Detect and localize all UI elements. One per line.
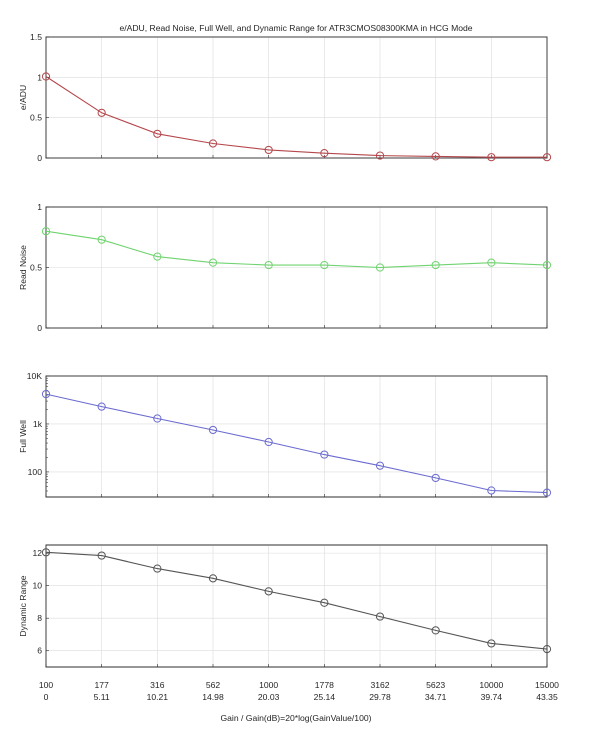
x-tick-label-gain-db: 29.78: [369, 692, 391, 702]
panel-4: 6 8 10 12 Dynamic Range: [18, 544, 552, 668]
data-point: [431, 260, 440, 270]
data-point: [153, 414, 162, 423]
data-point: [153, 129, 162, 138]
chart-title: e/ADU, Read Noise, Full Well, and Dynami…: [119, 23, 472, 33]
data-point: [320, 260, 329, 270]
x-tick-label-gain: 1778: [315, 680, 334, 690]
x-tick-label-gain: 177: [94, 680, 109, 690]
plot-frame: [45, 36, 548, 159]
x-tick-label-gain-db: 39.74: [481, 692, 503, 702]
data-point: [264, 260, 273, 270]
data-point: [153, 252, 162, 261]
data-point: [208, 574, 218, 583]
data-point: [542, 645, 552, 654]
data-point: [487, 153, 496, 162]
x-tick-label-gain-db: 25.14: [314, 692, 336, 702]
x-tick-label-gain: 15000: [535, 680, 559, 690]
data-point: [97, 551, 106, 560]
y-tick-label: 6: [37, 646, 42, 656]
panels-group: 0 0.5 1 1.5 e/ADU 0 0.5 1 Read Noise 100 1k 10K Full…: [18, 32, 552, 668]
panel-1: 0 0.5 1 1.5 e/ADU: [18, 32, 552, 163]
data-point: [542, 488, 552, 497]
x-tick-label-gain-db: 0: [44, 692, 49, 702]
x-tick-label-gain-db: 5.11: [94, 692, 110, 702]
data-point: [542, 260, 552, 270]
y-tick-label: 1: [37, 72, 42, 82]
data-point: [264, 437, 273, 447]
data-point: [487, 486, 496, 495]
data-point: [41, 548, 51, 557]
data-point: [487, 258, 496, 267]
y-axis-label: Read Noise: [18, 245, 28, 290]
x-tick-label-gain: 316: [150, 680, 165, 690]
y-tick-label: 12: [32, 548, 42, 558]
x-tick-label-gain-db: 10.21: [147, 692, 169, 702]
data-point: [97, 235, 106, 244]
data-point: [208, 139, 218, 148]
data-point: [431, 152, 440, 161]
series-line: [45, 551, 548, 650]
y-tick-label: 0.5: [30, 113, 42, 123]
x-tick-label-gain: 3162: [370, 680, 389, 690]
plot-area: [45, 375, 548, 498]
y-tick-label: 10: [32, 581, 42, 591]
x-tick-label-gain-db: 14.98: [202, 692, 224, 702]
y-tick-label: 0.5: [30, 263, 42, 273]
x-tick-label-gain: 10000: [479, 680, 503, 690]
plot-frame: [45, 544, 548, 668]
plot-frame: [45, 375, 548, 498]
series-line: [45, 76, 547, 158]
y-tick-label: 8: [37, 613, 42, 623]
plot-area: [45, 544, 548, 668]
data-point: [41, 227, 51, 236]
y-tick-label: 0: [37, 323, 42, 333]
x-tick-labels: 10001775.1131610.2156214.98100020.031778…: [39, 680, 559, 702]
data-point: [97, 108, 106, 117]
data-point: [264, 145, 273, 155]
y-tick-label: 1.5: [30, 32, 42, 42]
data-point: [320, 450, 329, 459]
x-axis-label: Gain / Gain(dB)=20*log(GainValue/100): [220, 713, 371, 723]
data-point: [320, 149, 329, 158]
data-point: [41, 72, 51, 81]
y-axis-label: Dynamic Range: [18, 575, 28, 636]
plot-area: [45, 36, 548, 159]
data-point: [487, 639, 496, 648]
plot-frame: [45, 206, 548, 329]
y-axis-label: e/ADU: [18, 85, 28, 110]
data-point: [41, 389, 51, 399]
data-point: [208, 425, 218, 435]
y-tick-label: 1: [37, 202, 42, 212]
series-line: [45, 393, 548, 494]
data-point: [375, 263, 385, 272]
y-tick-label: 1k: [33, 419, 43, 429]
data-point: [97, 402, 106, 411]
data-point: [431, 473, 440, 483]
data-point: [208, 258, 218, 267]
data-point: [375, 612, 385, 621]
series-line: [45, 230, 548, 269]
y-tick-label: 0: [37, 153, 42, 163]
x-tick-label-gain: 5623: [426, 680, 445, 690]
x-tick-label-gain: 100: [39, 680, 54, 690]
panel-2: 0 0.5 1 Read Noise: [18, 202, 552, 333]
data-point: [153, 564, 162, 573]
data-point: [320, 598, 329, 607]
y-axis-label: Full Well: [18, 420, 28, 453]
data-point: [431, 626, 440, 635]
data-point: [542, 153, 552, 162]
panel-3: 100 1k 10K Full Well: [18, 371, 552, 498]
x-tick-label-gain-db: 43.35: [536, 692, 558, 702]
data-point: [264, 587, 273, 596]
data-point: [375, 461, 385, 470]
x-tick-label-gain-db: 20.03: [258, 692, 280, 702]
y-tick-label: 100: [28, 467, 43, 477]
data-point: [375, 151, 385, 160]
y-tick-label: 10K: [27, 371, 43, 381]
x-tick-label-gain: 1000: [259, 680, 278, 690]
x-tick-label-gain: 562: [206, 680, 221, 690]
x-tick-label-gain-db: 34.71: [425, 692, 447, 702]
